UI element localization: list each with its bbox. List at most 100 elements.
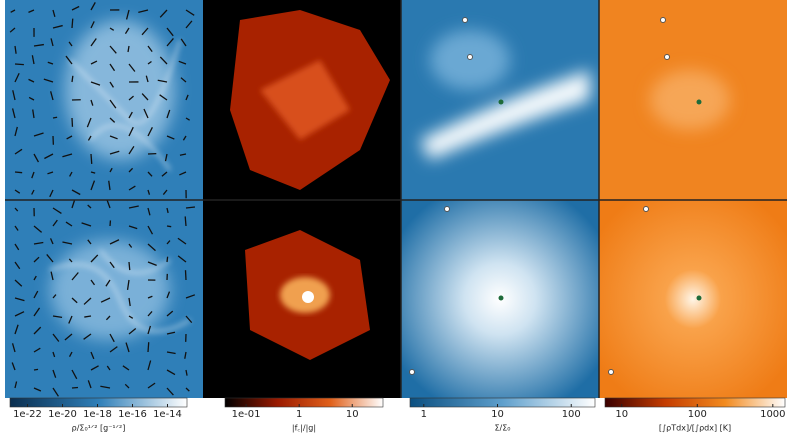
arrow <box>52 9 56 17</box>
arrow <box>147 325 152 335</box>
arrow <box>90 81 101 86</box>
arrow <box>109 99 117 109</box>
arrow <box>9 27 16 33</box>
arrow <box>50 271 54 281</box>
arrow <box>10 9 16 13</box>
arrow <box>109 167 113 173</box>
arrow <box>47 171 54 175</box>
arrow <box>33 275 37 281</box>
arrow <box>147 189 151 195</box>
arrow <box>166 351 176 355</box>
arrow <box>33 225 43 233</box>
colorbar-tick-label: 1e-18 <box>83 409 112 420</box>
arrow <box>68 258 73 263</box>
arrow <box>108 180 111 191</box>
colorbar-tick-label: 1 <box>421 409 427 420</box>
arrow <box>28 9 35 13</box>
arrow <box>14 243 20 251</box>
arrow <box>159 94 168 101</box>
panel-borders <box>5 0 787 398</box>
arrow <box>90 254 99 263</box>
arrow <box>14 189 21 194</box>
arrow <box>179 171 187 176</box>
arrow <box>185 387 190 392</box>
arrow <box>90 60 98 65</box>
arrow <box>52 351 56 358</box>
arrow <box>90 153 93 164</box>
temperature-panels <box>599 0 787 398</box>
arrow <box>177 255 187 263</box>
arrow <box>65 55 73 65</box>
arrow <box>33 241 44 245</box>
arrow <box>166 369 176 376</box>
arrow <box>128 167 134 173</box>
colorbar <box>604 397 786 408</box>
arrow <box>124 27 130 35</box>
arrow <box>128 243 133 248</box>
arrow <box>90 180 96 191</box>
arrow <box>143 108 149 119</box>
arrow <box>52 24 63 29</box>
arrow <box>184 351 187 359</box>
arrow <box>71 189 81 196</box>
arrow <box>166 291 171 299</box>
arrow <box>71 200 76 209</box>
arrow <box>31 171 35 179</box>
arrow <box>147 60 152 65</box>
arrow <box>109 45 117 54</box>
arrow <box>179 153 187 156</box>
arrow <box>122 365 130 371</box>
arrow <box>52 387 59 397</box>
arrow <box>141 27 149 36</box>
arrow <box>68 41 73 47</box>
arrow <box>126 279 130 290</box>
arrow <box>52 333 60 342</box>
arrow <box>128 328 137 335</box>
arrow <box>166 387 174 396</box>
density-panels <box>5 0 203 398</box>
arrow <box>50 38 54 47</box>
arrow <box>109 261 115 269</box>
arrow <box>71 272 79 281</box>
arrow <box>49 238 54 245</box>
arrow <box>147 207 151 216</box>
colorbar-label: Σ/Σ₀ <box>494 424 510 433</box>
arrow <box>14 207 19 212</box>
arrow <box>44 153 54 160</box>
colorbar-tick-label: 1e-20 <box>48 409 77 420</box>
arrow <box>185 20 193 29</box>
arrow <box>109 135 118 140</box>
arrow <box>185 117 190 121</box>
arrow <box>71 297 78 304</box>
arrow <box>83 333 92 340</box>
arrow <box>62 153 73 158</box>
arrow <box>166 27 174 37</box>
arrow <box>185 9 195 16</box>
arrow <box>106 365 111 371</box>
arrow <box>64 333 73 341</box>
arrow <box>109 333 115 343</box>
arrow <box>65 221 73 227</box>
arrow <box>87 135 92 141</box>
arrow <box>159 9 168 18</box>
arrow <box>81 222 92 227</box>
arrow <box>31 189 35 195</box>
arrow <box>185 294 196 299</box>
arrow <box>147 342 150 353</box>
arrow <box>14 171 23 174</box>
arrow <box>32 109 35 119</box>
arrow <box>90 21 95 29</box>
colorbars: 1e-22 1e-20 1e-18 1e-16 1e-14 ρ/Σ₀¹ᐟ² [g⁻¹ᐟ²]… <box>9 397 786 433</box>
colorbar-tick-label: 100 <box>688 409 707 420</box>
arrow <box>90 2 96 11</box>
arrow <box>33 368 39 371</box>
arrow <box>184 216 187 227</box>
arrow <box>33 43 44 47</box>
arrow <box>14 261 21 270</box>
arrow <box>47 61 54 65</box>
colorbar-tick-label: 1e-22 <box>13 409 42 420</box>
arrow <box>166 135 175 140</box>
arrow <box>161 171 168 177</box>
arrow <box>138 9 149 14</box>
